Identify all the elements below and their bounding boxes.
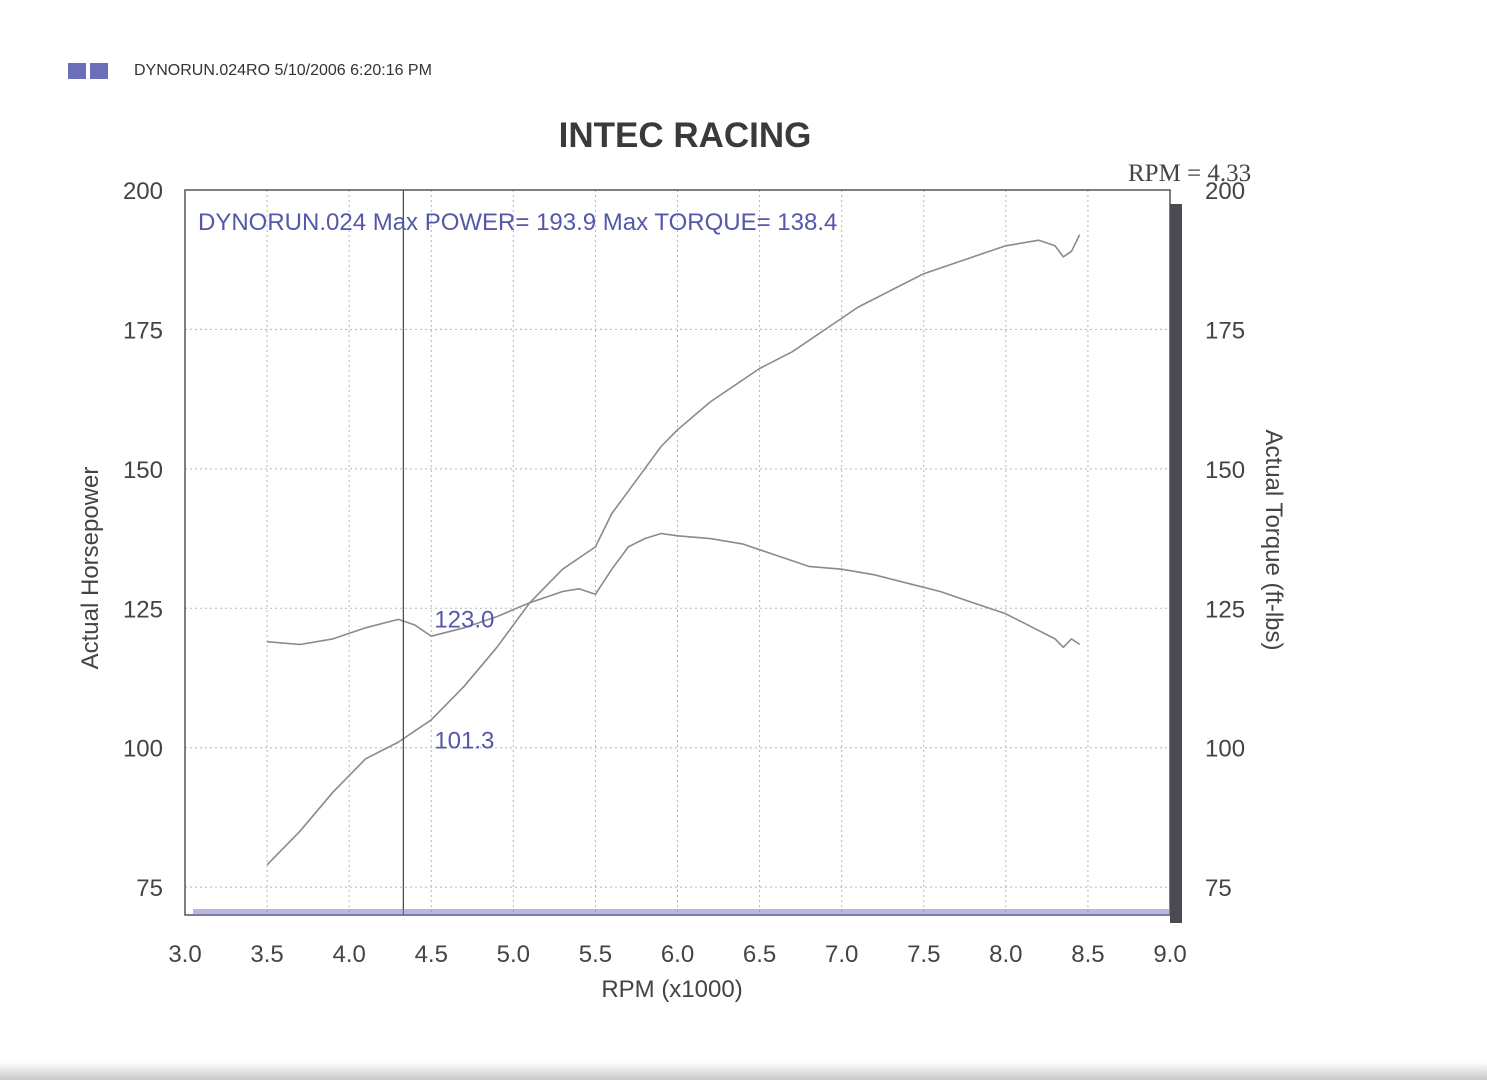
y2-tick-label: 150 (1205, 457, 1245, 484)
x-tick-label: 6.0 (661, 941, 694, 968)
x-tick-label: 9.0 (1153, 941, 1186, 968)
x-tick-label: 5.5 (579, 941, 612, 968)
x-tick-label: 5.0 (497, 941, 530, 968)
x-tick-label: 6.5 (743, 941, 776, 968)
scan-edge (0, 1062, 1487, 1080)
x-tick-label: 8.0 (989, 941, 1022, 968)
y2-tick-label: 75 (1205, 875, 1232, 902)
torque-line (267, 532, 1081, 649)
axes-layer: 3.0 3.5 4.0 4.5 5.0 5.5 6.0 6.5 7.0 7.5 8.0 8.5 9.0 7… (123, 178, 1245, 968)
x-tick-label: 4.5 (415, 941, 448, 968)
x-tick-label: 4.0 (332, 941, 365, 968)
y-tick-label: 75 (136, 875, 163, 902)
indicator-square-1 (68, 63, 86, 79)
y2-tick-label: 175 (1205, 317, 1245, 344)
x-tick-label: 7.0 (825, 941, 858, 968)
cursor-label-power: 101.3 (434, 727, 494, 754)
legend-text: DYNORUN.024 Max POWER= 193.9 Max TORQUE=… (198, 209, 837, 236)
y2-tick-label: 125 (1205, 596, 1245, 623)
plot-shadow-bottom (193, 909, 1170, 915)
x-tick-label: 3.0 (168, 941, 201, 968)
y-tick-label: 150 (123, 457, 163, 484)
indicator-square-2 (90, 63, 108, 79)
horsepower-line (266, 234, 1081, 866)
y2-axis-title: Actual Torque (ft-lbs) (1260, 430, 1287, 651)
x-tick-label: 8.5 (1071, 941, 1104, 968)
y-tick-label: 175 (123, 317, 163, 344)
series-layer (266, 234, 1081, 866)
x-axis-title: RPM (x1000) (601, 976, 742, 1003)
x-tick-label: 3.5 (250, 941, 283, 968)
y-axis-title: Actual Horsepower (77, 467, 104, 670)
y-tick-label: 100 (123, 736, 163, 763)
x-tick-label: 7.5 (907, 941, 940, 968)
y2-tick-label: 100 (1205, 736, 1245, 763)
plot-shadow-right (1170, 204, 1182, 923)
run-info: DYNORUN.024RO 5/10/2006 6:20:16 PM (134, 62, 432, 79)
run-header: DYNORUN.024RO 5/10/2006 6:20:16 PM (68, 62, 432, 80)
y-tick-label: 125 (123, 596, 163, 623)
y2-tick-label: 200 (1205, 178, 1245, 205)
chart-title: INTEC RACING (558, 116, 812, 155)
cursor-label-torque: 123.0 (434, 606, 494, 633)
rpm-readout: RPM = 4.33 (1128, 160, 1252, 187)
y-tick-label: 200 (123, 178, 163, 205)
cursor-layer: 123.0 101.3 (402, 190, 494, 915)
grid (185, 190, 1170, 915)
